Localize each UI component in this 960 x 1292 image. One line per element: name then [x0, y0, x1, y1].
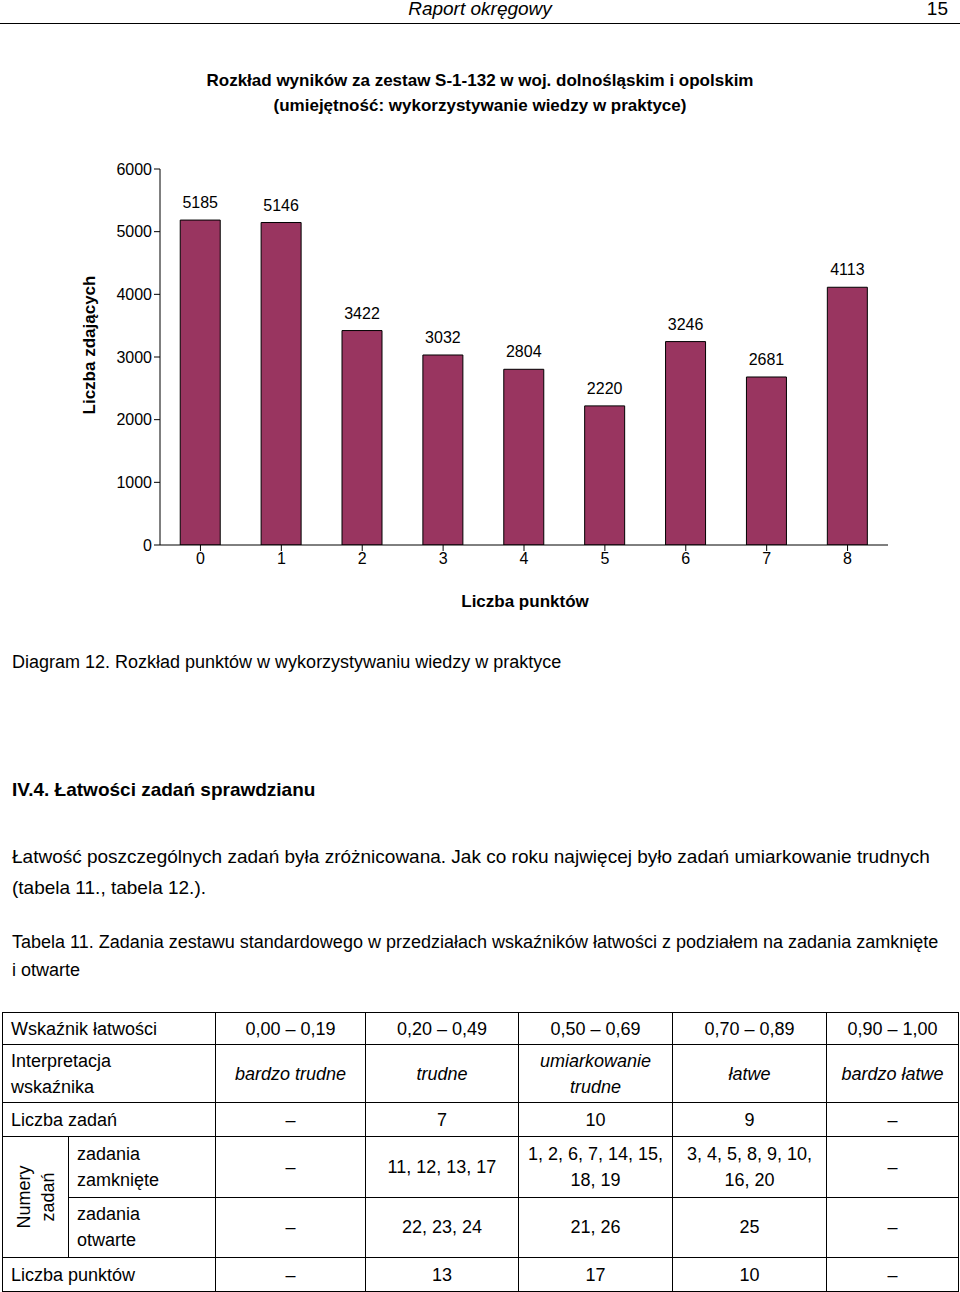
html-text:Diagram 12. Rozkład punktów w: Diagram 12. Rozkład punktów w wykorzysty… [12, 652, 562, 672]
html-text:22, 23, 24: 22, 23, 24 [402, 1217, 482, 1238]
svg-text:2804: 2804 [506, 343, 542, 360]
svg-text:5185: 5185 [182, 194, 218, 211]
html-text:0,90 – 1,00: 0,90 – 1,00 [847, 1018, 938, 1039]
html-text:13: 13 [432, 1264, 452, 1285]
svg-text:2000: 2000 [116, 411, 152, 428]
svg-text:0: 0 [143, 537, 152, 554]
html-text:zadania otwarte: zadania otwarte [77, 1204, 141, 1251]
svg-text:5000: 5000 [116, 223, 152, 240]
svg-text:2681: 2681 [749, 351, 785, 368]
svg-text:5146: 5146 [263, 197, 299, 214]
svg-text:3246: 3246 [668, 316, 704, 333]
svg-text:3032: 3032 [425, 329, 461, 346]
html-text:IV.4. Łatwości zadań sprawdzia: IV.4. Łatwości zadań sprawdzianu [12, 779, 316, 800]
html-text:bardzo łatwe: bardzo łatwe [841, 1063, 944, 1084]
svg-text:3422: 3422 [344, 305, 380, 322]
html-text:21, 26: 21, 26 [570, 1217, 621, 1238]
html-text:Numery zadań: Numery zadań [14, 1165, 58, 1229]
html-text:11, 12, 13, 17: 11, 12, 13, 17 [387, 1156, 497, 1177]
html-text:17: 17 [585, 1264, 606, 1285]
html-text:3, 4, 5, 8, 9, 10, 16, 20: 3, 4, 5, 8, 9, 10, 16, 20 [687, 1143, 812, 1190]
html-text:25: 25 [739, 1217, 760, 1238]
html-text:Tabela 11. Zadania zestawu sta: Tabela 11. Zadania zestawu standardowego… [12, 932, 939, 980]
html-text:10: 10 [585, 1109, 606, 1130]
svg-text:4113: 4113 [830, 261, 865, 278]
html-text:Łatwość poszczególnych zadań b: Łatwość poszczególnych zadań była zróżni… [12, 846, 930, 898]
html-text:0,50 – 0,69: 0,50 – 0,69 [550, 1018, 641, 1039]
html-text:Liczba punktów: Liczba punktów [461, 592, 589, 611]
svg-text:1: 1 [277, 550, 286, 567]
html-text:0,20 – 0,49: 0,20 – 0,49 [397, 1018, 487, 1039]
html-text:0,70 – 0,89: 0,70 – 0,89 [704, 1018, 795, 1039]
html-text:Liczba zadań: Liczba zadań [11, 1109, 118, 1130]
html-text:umiarkowanie trudne: umiarkowanie trudne [540, 1050, 651, 1097]
svg-text:0: 0 [196, 550, 205, 567]
svg-text:3000: 3000 [116, 349, 152, 366]
svg-text:2220: 2220 [587, 380, 623, 397]
svg-text:7: 7 [762, 550, 771, 567]
svg-text:4: 4 [520, 550, 529, 567]
html-text:(umiejętność: wykorzystywanie: (umiejętność: wykorzystywanie wiedzy w p… [273, 96, 687, 115]
html-text:10: 10 [739, 1264, 760, 1285]
svg-text:4000: 4000 [116, 286, 152, 303]
svg-text:3: 3 [439, 550, 448, 567]
html-text:Wskaźnik łatwości: Wskaźnik łatwości [11, 1018, 157, 1039]
svg-text:5: 5 [600, 550, 609, 567]
html-text:Rozkład wyników za zestaw S-1-: Rozkład wyników za zestaw S-1-132 w woj.… [206, 71, 754, 90]
svg-text:6: 6 [681, 550, 690, 567]
html-text:Interpretacja wskaźnika: Interpretacja wskaźnika [11, 1050, 112, 1097]
svg-text:2: 2 [358, 550, 367, 567]
svg-text:8: 8 [843, 550, 852, 567]
html-text:zadania zamknięte: zadania zamknięte [77, 1143, 159, 1190]
html-text:0,00 – 0,19: 0,00 – 0,19 [245, 1018, 336, 1039]
html-text:łatwe: łatwe [728, 1063, 771, 1084]
html-text:trudne: trudne [416, 1063, 468, 1084]
html-text:1, 2, 6, 7, 14, 15, 18, 19: 1, 2, 6, 7, 14, 15, 18, 19 [527, 1143, 663, 1190]
html-text:9: 9 [744, 1109, 755, 1130]
html-text:bardzo trudne: bardzo trudne [235, 1063, 346, 1084]
svg-text:6000: 6000 [116, 161, 152, 178]
html-text:Liczba punktów: Liczba punktów [11, 1264, 136, 1285]
html-text:Liczba zdających: Liczba zdających [80, 275, 99, 415]
html-text:7: 7 [437, 1109, 447, 1130]
svg-text:1000: 1000 [116, 474, 152, 491]
